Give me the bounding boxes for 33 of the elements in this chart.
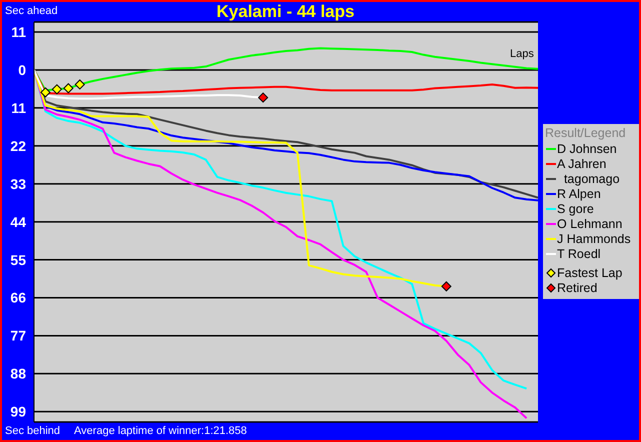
y-tick-label: 44 xyxy=(10,214,26,230)
legend-label: A Jahren xyxy=(557,156,606,170)
point xyxy=(63,83,74,94)
legend-label: S gore xyxy=(557,202,594,216)
legend-label: T Roedl xyxy=(557,246,601,260)
text: Average laptime of winner:1:21.858 xyxy=(74,425,247,437)
y-tick-label: 0 xyxy=(18,62,26,78)
y-tick-label: 66 xyxy=(10,290,26,306)
point xyxy=(52,84,62,94)
point xyxy=(74,79,85,90)
point xyxy=(258,92,268,103)
legend-label: R Alpen xyxy=(557,186,601,200)
point xyxy=(40,87,50,98)
legend-label: Fastest Lap xyxy=(557,266,622,280)
point xyxy=(441,281,452,292)
legend-label: D Johnsen xyxy=(557,142,617,156)
y-tick-label: 11 xyxy=(11,24,26,40)
legend-label: Retired xyxy=(557,280,598,294)
legend-label: O Lehmann xyxy=(557,216,622,230)
y-tick-label: 33 xyxy=(10,176,26,192)
y-tick-label: 11 xyxy=(11,100,26,116)
y-tick-label: 22 xyxy=(10,138,26,154)
y-tick-label: 99 xyxy=(10,404,26,420)
legend-label: J Hammonds xyxy=(557,232,631,246)
y-tick-label: 55 xyxy=(10,252,26,268)
legend-label: tagomago xyxy=(562,172,620,186)
legend-title: Result/Legend xyxy=(545,126,627,140)
x-axis-title: Laps xyxy=(510,48,534,60)
text: Sec behind xyxy=(5,425,60,437)
y-tick-label: 88 xyxy=(10,366,26,382)
chart-title: Kyalami - 44 laps xyxy=(216,2,354,21)
y-axis-title: Sec ahead xyxy=(5,5,58,17)
y-tick-label: 77 xyxy=(10,328,26,344)
